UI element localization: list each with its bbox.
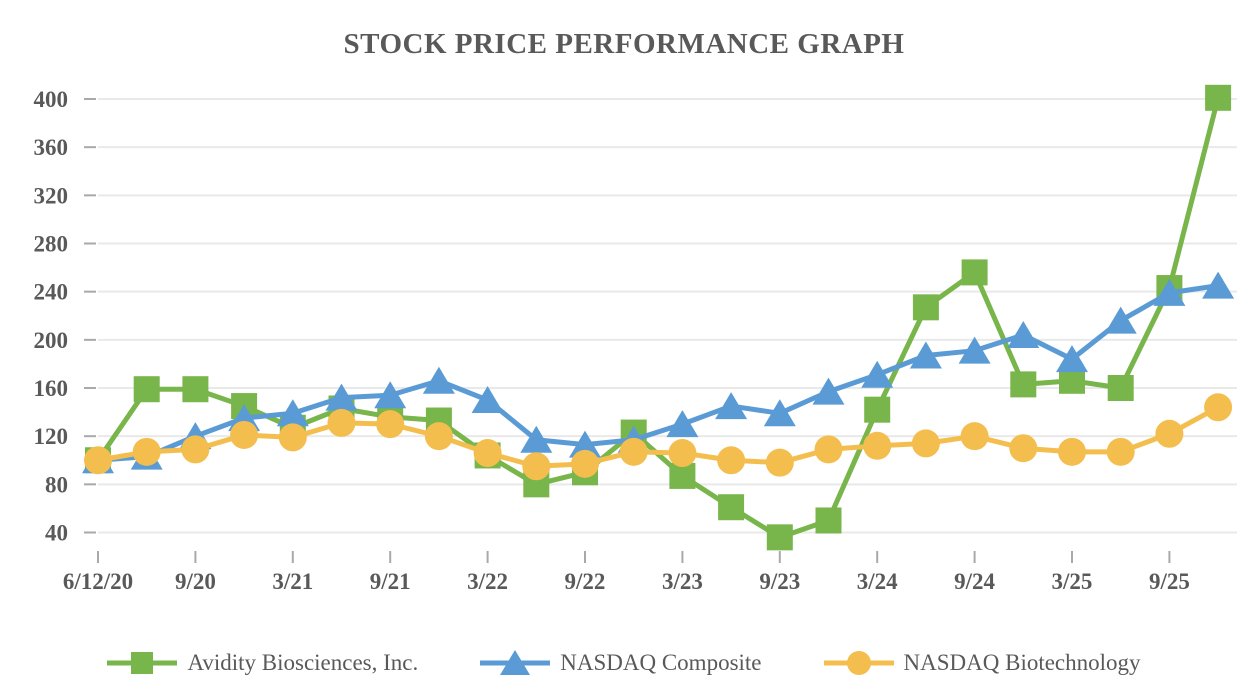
data-point-nasdaq-biotechnology bbox=[1155, 419, 1184, 448]
chart-legend: Avidity Biosciences, Inc. NASDAQ Composi… bbox=[0, 648, 1248, 678]
data-point-nasdaq-biotechnology bbox=[571, 449, 599, 478]
data-point-avidity-biosciences-inc bbox=[718, 494, 745, 521]
data-point-nasdaq-biotechnology bbox=[522, 452, 551, 481]
data-point-nasdaq-biotechnology bbox=[424, 422, 453, 451]
series-line-avidity-biosciences-inc bbox=[95, 95, 1221, 540]
data-point-nasdaq-composite bbox=[666, 410, 699, 438]
y-axis-label: 280 bbox=[34, 232, 69, 257]
data-point-nasdaq-biotechnology bbox=[327, 408, 356, 437]
data-point-nasdaq-biotechnology bbox=[717, 446, 746, 475]
data-point-nasdaq-biotechnology bbox=[619, 437, 648, 466]
data-point-nasdaq-composite bbox=[422, 366, 455, 394]
y-axis-label: 120 bbox=[34, 424, 69, 449]
data-point-nasdaq-biotechnology bbox=[278, 423, 307, 452]
data-point-avidity-biosciences-inc bbox=[1205, 84, 1232, 111]
x-axis-label: 3/23 bbox=[662, 569, 703, 594]
data-point-avidity-biosciences-inc bbox=[1010, 371, 1037, 398]
legend-label-nasdaq-biotech: NASDAQ Biotechnology bbox=[903, 650, 1141, 675]
data-point-avidity-biosciences-inc bbox=[815, 507, 842, 534]
data-point-nasdaq-biotechnology bbox=[181, 435, 210, 464]
data-point-nasdaq-composite bbox=[812, 377, 845, 405]
data-point-nasdaq-biotechnology bbox=[473, 439, 502, 468]
data-point-nasdaq-biotechnology bbox=[1106, 437, 1135, 466]
legend-item-nasdaq-composite: NASDAQ Composite bbox=[480, 648, 762, 678]
legend-label-nasdaq-composite: NASDAQ Composite bbox=[560, 650, 762, 675]
data-point-avidity-biosciences-inc bbox=[1059, 367, 1085, 394]
data-point-nasdaq-composite bbox=[1104, 306, 1137, 334]
data-point-nasdaq-composite bbox=[715, 392, 748, 420]
x-axis-label: 3/24 bbox=[857, 569, 898, 594]
data-point-nasdaq-composite bbox=[1202, 271, 1235, 299]
data-point-nasdaq-biotechnology bbox=[1058, 437, 1086, 466]
data-point-nasdaq-composite bbox=[1056, 345, 1088, 373]
y-axis-label: 320 bbox=[34, 183, 69, 208]
data-point-avidity-biosciences-inc bbox=[766, 524, 793, 551]
chart-title: STOCK PRICE PERFORMANCE GRAPH bbox=[343, 28, 905, 60]
data-point-nasdaq-biotechnology bbox=[814, 435, 843, 464]
y-axis-label: 240 bbox=[34, 280, 69, 305]
data-point-nasdaq-composite bbox=[276, 399, 309, 427]
legend-square-marker-icon bbox=[107, 652, 178, 674]
x-axis-label: 3/22 bbox=[467, 569, 508, 594]
data-point-nasdaq-biotechnology bbox=[132, 437, 161, 466]
data-point-nasdaq-composite bbox=[569, 430, 601, 458]
data-point-nasdaq-biotechnology bbox=[1204, 393, 1233, 422]
y-axis-label: 40 bbox=[45, 521, 68, 546]
legend-triangle-marker-icon bbox=[480, 650, 551, 675]
x-axis-label: 9/25 bbox=[1149, 569, 1190, 594]
data-point-nasdaq-composite bbox=[1007, 321, 1040, 349]
data-point-avidity-biosciences-inc bbox=[1107, 375, 1134, 402]
y-axis-label: 360 bbox=[34, 135, 69, 160]
y-axis-label: 200 bbox=[34, 328, 69, 353]
data-point-nasdaq-composite bbox=[958, 336, 991, 364]
data-point-nasdaq-composite bbox=[861, 360, 894, 388]
data-point-nasdaq-biotechnology bbox=[376, 410, 405, 439]
x-axis-label: 3/25 bbox=[1052, 569, 1093, 594]
data-point-nasdaq-composite bbox=[1153, 278, 1186, 306]
data-point-nasdaq-biotechnology bbox=[1009, 434, 1038, 463]
data-point-avidity-biosciences-inc bbox=[669, 462, 696, 489]
data-point-avidity-biosciences-inc bbox=[133, 376, 160, 403]
data-point-nasdaq-biotechnology bbox=[863, 431, 892, 460]
data-point-avidity-biosciences-inc bbox=[864, 396, 891, 423]
data-point-nasdaq-biotechnology bbox=[765, 448, 794, 477]
x-axis-label: 6/12/20 bbox=[63, 569, 133, 594]
x-axis-label: 9/22 bbox=[565, 569, 606, 594]
data-point-avidity-biosciences-inc bbox=[182, 376, 209, 403]
y-axis-label: 80 bbox=[45, 472, 68, 497]
y-axis-label: 160 bbox=[34, 376, 69, 401]
data-point-nasdaq-composite bbox=[325, 383, 358, 411]
legend-item-avidity: Avidity Biosciences, Inc. bbox=[107, 648, 418, 678]
legend-item-nasdaq-biotech: NASDAQ Biotechnology bbox=[823, 648, 1141, 678]
data-point-nasdaq-composite bbox=[374, 381, 407, 409]
data-point-nasdaq-biotechnology bbox=[230, 420, 259, 449]
data-point-nasdaq-biotechnology bbox=[960, 422, 989, 451]
x-axis-label: 9/20 bbox=[175, 569, 216, 594]
data-point-nasdaq-composite bbox=[520, 425, 553, 453]
data-point-avidity-biosciences-inc bbox=[912, 294, 939, 321]
x-axis-label: 3/21 bbox=[272, 569, 313, 594]
data-point-nasdaq-biotechnology bbox=[84, 446, 112, 475]
data-point-nasdaq-composite bbox=[471, 386, 504, 414]
data-point-nasdaq-composite bbox=[763, 399, 796, 427]
x-axis-label: 9/24 bbox=[954, 569, 995, 594]
x-axis-label: 9/21 bbox=[370, 569, 411, 594]
data-point-avidity-biosciences-inc bbox=[961, 259, 988, 286]
data-point-nasdaq-biotechnology bbox=[911, 429, 940, 458]
legend-label-avidity: Avidity Biosciences, Inc. bbox=[187, 650, 419, 675]
y-axis-label: 400 bbox=[34, 87, 69, 112]
data-point-nasdaq-biotechnology bbox=[668, 439, 697, 468]
x-axis-label: 9/23 bbox=[759, 569, 800, 594]
legend-circle-marker-icon bbox=[823, 651, 894, 675]
data-point-nasdaq-composite bbox=[909, 341, 942, 369]
